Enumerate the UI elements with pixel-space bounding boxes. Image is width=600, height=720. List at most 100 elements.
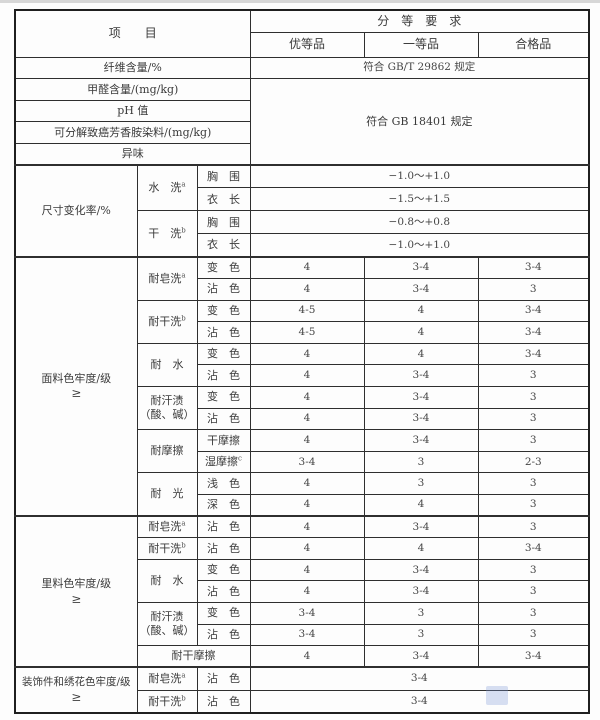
grade-value: 4 (363, 537, 479, 560)
group-water-wash: 水 洗a (136, 163, 198, 212)
grade-value: 4 (249, 645, 365, 668)
row-label-fiber-content: 纤维含量/% (14, 56, 251, 80)
grade-value: 4 (249, 278, 365, 301)
footnote-mark: a (181, 671, 186, 680)
test-label: 浅 色 (196, 472, 251, 495)
grade-value: 3-4 (477, 255, 590, 280)
grade-value: 3-4 (363, 386, 479, 409)
test-label: 沾 色 (196, 623, 251, 647)
group-label: 耐汗渍 (150, 609, 184, 623)
test-label: 沾 色 (196, 537, 251, 560)
stamp-artifact (486, 686, 508, 705)
grade-value: 4 (249, 386, 365, 409)
group-perspiration-fastness: 耐汗渍 （酸、碱） (136, 601, 198, 647)
test-label: 深 色 (196, 494, 251, 517)
section-size-change: 尺寸变化率/% (14, 163, 138, 258)
group-water-fastness: 耐 水 (136, 342, 198, 388)
group-label: 耐干洗 (148, 541, 182, 555)
page-edge-strip (0, 0, 600, 3)
group-label: 耐 水 (150, 358, 184, 372)
group-rubbing-fastness: 耐摩擦 (136, 429, 198, 474)
footnote-mark: a (181, 271, 186, 280)
row-label-length: 衣 长 (196, 187, 251, 212)
grade-value: 4 (363, 321, 479, 344)
section-fabric-fastness: 面料色牢度/级 ≥ (14, 255, 138, 517)
test-label: 湿摩擦c (196, 450, 251, 474)
group-label: 干 洗 (148, 226, 182, 240)
row-label-chest: 胸 围 (196, 163, 251, 189)
grade-value: 4-5 (249, 321, 365, 344)
grade-value: 4 (249, 342, 365, 366)
footnote-mark: a (181, 180, 186, 189)
group-label: 耐干洗 (148, 314, 182, 328)
grade-value: 4 (363, 342, 479, 366)
standards-table: 项 目 分 等 要 求 优等品 一等品 合格品 纤维含量/% 符合 GB/T 2… (14, 9, 591, 715)
grade-value: 4 (249, 580, 365, 603)
grade-value: 3 (363, 601, 479, 625)
section-decoration-fastness: 装饰件和绣花色牢度/级 ≥ (14, 666, 138, 714)
group-label-line2: （酸、碱） (139, 408, 195, 422)
grade-value: 3 (477, 494, 590, 517)
test-label: 干摩擦 (196, 429, 251, 452)
gb18401-value: 符合 GB 18401 规定 (249, 78, 590, 166)
group-label: 耐摩擦 (150, 444, 184, 458)
footnote-mark: b (181, 540, 186, 549)
grade-value: 4 (249, 494, 365, 517)
group-label: 耐 光 (150, 487, 184, 501)
grade-value: 4 (363, 299, 479, 323)
grade-value: 3-4 (363, 407, 479, 431)
test-label-text: 湿摩擦 (205, 455, 239, 469)
grade-value: 4 (249, 255, 365, 280)
row-label-odor: 异味 (14, 142, 251, 166)
footnote-mark: b (181, 314, 186, 323)
group-label: 耐干洗 (148, 694, 182, 708)
test-label: 沾 色 (196, 364, 251, 388)
test-label: 沾 色 (196, 407, 251, 431)
grade-value: 3-4 (477, 342, 590, 366)
grade-value: 4 (249, 472, 365, 495)
grade-value: 3-4 (363, 580, 479, 603)
grade-value: 4 (249, 558, 365, 582)
grade-value: 4 (249, 407, 365, 431)
fiber-content-value: 符合 GB/T 29862 规定 (249, 56, 590, 80)
test-label: 沾 色 (196, 666, 251, 691)
grade-value: 3-4 (249, 689, 590, 714)
grade-value: 3 (363, 472, 479, 495)
footnote-mark: a (181, 519, 186, 528)
grade-value: 3 (363, 450, 479, 474)
test-label: 变 色 (196, 601, 251, 625)
test-label: 沾 色 (196, 580, 251, 603)
footnote-mark: c (238, 454, 242, 463)
grade-value: 4 (249, 515, 365, 539)
footnote-mark: b (181, 226, 186, 235)
gte-symbol: ≥ (71, 386, 82, 401)
grade-value: 4 (249, 429, 365, 452)
grade-value: 2-3 (477, 450, 590, 474)
grade-value: 3 (477, 515, 590, 539)
grade-value: 3-4 (477, 299, 590, 323)
group-label: 耐 水 (150, 574, 184, 587)
group-light-fastness: 耐 光 (136, 472, 198, 517)
header-grade-qualified: 合格品 (477, 31, 590, 58)
section-label: 里料色牢度/级 (41, 576, 112, 590)
group-label: 耐皂洗 (148, 520, 182, 534)
gte-symbol: ≥ (71, 689, 82, 704)
grade-value: 3 (477, 364, 590, 388)
header-grade-premium: 优等品 (249, 31, 365, 58)
grade-value: 3-4 (363, 255, 479, 280)
test-label: 沾 色 (196, 321, 251, 344)
grade-value: 3 (477, 580, 590, 603)
test-label: 变 色 (196, 342, 251, 366)
grade-value: 3-4 (363, 515, 479, 539)
grade-value: 3-4 (477, 645, 590, 668)
grade-value: 3 (477, 558, 590, 582)
group-label-line2: （酸、碱） (139, 624, 195, 638)
test-label: 变 色 (196, 558, 251, 582)
grade-value: 3-4 (249, 601, 365, 625)
grade-value: 3-4 (363, 429, 479, 452)
grade-value: 3-4 (363, 278, 479, 301)
grade-value: 3 (477, 386, 590, 409)
group-dry-clean-fastness: 耐干洗b (136, 689, 198, 714)
grade-value: 4 (363, 494, 479, 517)
grade-value: 3 (477, 472, 590, 495)
